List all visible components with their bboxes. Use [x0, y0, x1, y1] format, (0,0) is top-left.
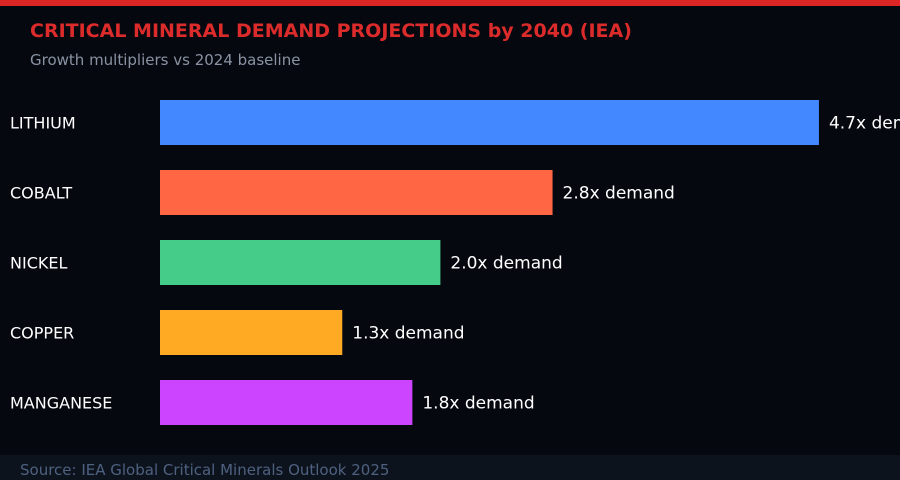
bar-cobalt — [160, 170, 553, 215]
bar-lithium — [160, 100, 819, 145]
value-label: 1.8x demand — [422, 394, 534, 414]
category-label: LITHIUM — [10, 114, 76, 133]
value-label: 4.7x demand — [829, 114, 900, 134]
value-label: 2.0x demand — [450, 254, 562, 274]
bar-nickel — [160, 240, 441, 285]
source-note: Source: IEA Global Critical Minerals Out… — [20, 461, 390, 479]
category-label: COBALT — [10, 184, 72, 203]
top-accent-bar — [0, 0, 900, 6]
bar-copper — [160, 310, 343, 355]
bar-manganese — [160, 380, 413, 425]
footer: Source: IEA Global Critical Minerals Out… — [0, 455, 900, 480]
chart-subtitle: Growth multipliers vs 2024 baseline — [30, 51, 301, 69]
value-label: 1.3x demand — [352, 324, 464, 344]
category-label: MANGANESE — [10, 394, 112, 413]
category-label: COPPER — [10, 324, 74, 343]
category-label: NICKEL — [10, 254, 67, 273]
chart-title: CRITICAL MINERAL DEMAND PROJECTIONS by 2… — [30, 20, 632, 42]
value-label: 2.8x demand — [563, 184, 675, 204]
